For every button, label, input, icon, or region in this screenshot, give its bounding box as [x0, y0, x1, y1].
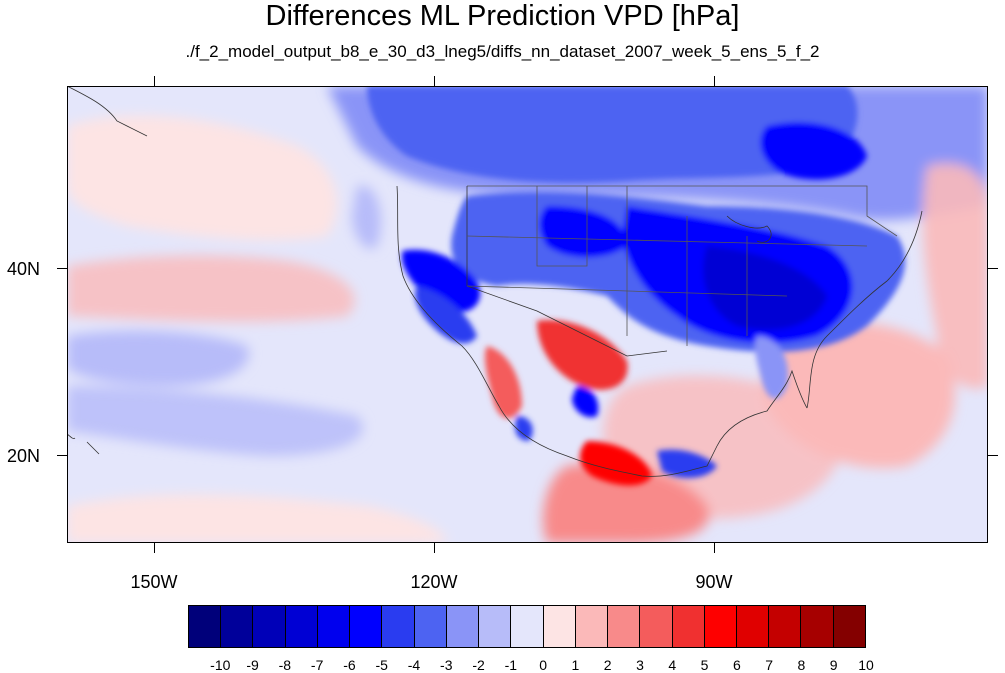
lat-tick-40n [57, 268, 67, 269]
map-subtitle: ./f_2_model_output_b8_e_30_d3_lneg5/diff… [185, 42, 820, 61]
colorbar-tick-label: -8 [278, 657, 292, 673]
lon-tick-90w-top [714, 76, 715, 86]
colorbar-tick-label: 6 [732, 657, 741, 673]
colorbar-tick-label: -4 [407, 657, 421, 673]
colorbar-tick-label: 2 [603, 657, 612, 673]
lon-tick-120w [434, 543, 435, 553]
colorbar-swatch [704, 606, 737, 647]
colorbar-tick-label: -10 [210, 657, 231, 673]
lat-label-20n: 20N [6, 446, 40, 466]
colorbar-tick-label: 5 [700, 657, 709, 673]
colorbar-tick-label: 4 [668, 657, 677, 673]
colorbar-swatch [221, 606, 254, 647]
lat-label-40n: 40N [6, 259, 40, 279]
colorbar-tick-label: -3 [440, 657, 453, 673]
coastline-outlines [67, 86, 923, 477]
colorbar [188, 605, 866, 648]
colorbar-tick-label: -1 [504, 657, 518, 673]
lat-tick-40n-right [988, 268, 998, 269]
colorbar-swatch [414, 606, 447, 647]
map-panel [67, 86, 988, 543]
lon-tick-150w [154, 543, 155, 553]
colorbar-tick-label: 1 [571, 657, 580, 673]
colorbar-tick-label: 7 [765, 657, 774, 673]
map-title: Differences ML Prediction VPD [hPa] [265, 0, 740, 32]
land-anomaly-layer [367, 86, 906, 486]
colorbar-tick-label: -5 [375, 657, 388, 673]
colorbar-swatch [543, 606, 576, 647]
colorbar-tick-label: 9 [829, 657, 838, 673]
lon-tick-150w-top [154, 76, 155, 86]
colorbar-swatch [575, 606, 609, 647]
vpd-difference-field [67, 86, 988, 543]
lon-tick-90w [714, 543, 715, 553]
colorbar-tick-label: 0 [539, 657, 548, 673]
colorbar-tick-label: 10 [858, 657, 874, 673]
lon-label-90w: 90W [695, 572, 733, 592]
lon-tick-120w-top [434, 76, 435, 86]
colorbar-swatch [382, 606, 415, 647]
colorbar-swatch [285, 606, 318, 647]
colorbar-tick-label: 3 [636, 657, 644, 673]
colorbar-swatch [769, 606, 802, 647]
colorbar-tick-label: 8 [797, 657, 806, 673]
colorbar-tick-label: -7 [310, 657, 324, 673]
colorbar-swatch [317, 606, 351, 647]
colorbar-swatch [253, 606, 286, 647]
lat-tick-20n-right [988, 455, 998, 456]
colorbar-swatch [833, 606, 865, 647]
colorbar-swatch [446, 606, 480, 647]
colorbar-swatch [640, 606, 673, 647]
colorbar-swatch [801, 606, 834, 647]
colorbar-swatch [511, 606, 544, 647]
colorbar-tick-label: -9 [246, 657, 259, 673]
colorbar-swatch [189, 606, 222, 647]
lon-label-150w: 150W [130, 572, 178, 592]
colorbar-swatch [672, 606, 705, 647]
colorbar-swatch [350, 606, 383, 647]
colorbar-tick-label: -2 [472, 657, 485, 673]
colorbar-swatch [479, 606, 512, 647]
colorbar-tick-label: -6 [343, 657, 356, 673]
lon-label-120w: 120W [410, 572, 458, 592]
colorbar-swatch [736, 606, 770, 647]
lat-tick-20n [57, 455, 67, 456]
colorbar-swatch [608, 606, 641, 647]
